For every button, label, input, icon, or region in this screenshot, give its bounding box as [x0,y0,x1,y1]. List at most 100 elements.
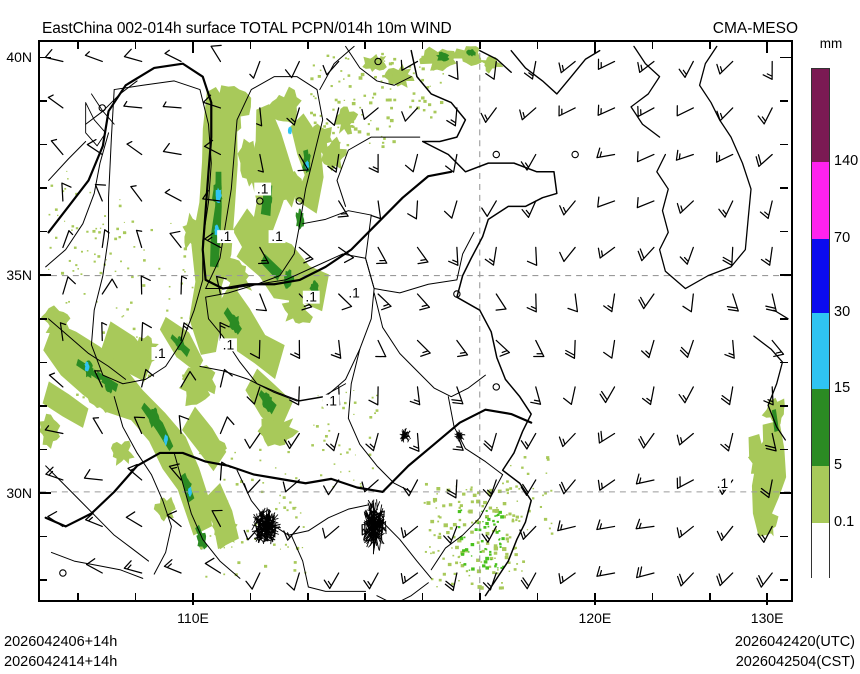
colorbar-tick-30: 30 [834,304,851,320]
x-tick-top [192,41,194,53]
x-axis-label-120E: 120E [578,610,612,626]
page-title: EastChina 002-014h surface TOTAL PCPN/01… [42,20,452,37]
x-tick-top [77,41,79,49]
y-tick-right [780,187,788,189]
contour-label-bg [322,394,340,408]
footer-init-time-utc: 2026042406+14h [4,634,118,650]
x-tick-top [594,41,596,53]
colorbar-tick-70: 70 [834,230,851,246]
gridlines [40,42,791,600]
y-tick [39,535,47,538]
precip-speckle [48,51,554,590]
y-tick-right [780,405,788,407]
y-tick-right [780,56,792,59]
y-tick-right [780,579,788,581]
colorbar-tick-140: 140 [834,153,859,169]
contour-label-bg [345,286,363,300]
x-tick-top [134,41,137,49]
x-tick-top [651,41,654,49]
x-tick [536,593,539,601]
y-tick [39,100,47,102]
map-canvas: .1 .1 .1 .1 .1 .1 .1 .1 .1 [40,42,791,600]
colorbar-band-0.1-5 [812,466,829,523]
y-tick-right [780,143,788,146]
map-boundaries [44,45,789,600]
x-tick-top [708,41,711,49]
x-tick [364,593,367,601]
contour-label-value: .1 [717,475,729,491]
y-tick-right [780,274,792,277]
x-tick-top [766,41,768,53]
y-tick [39,274,51,277]
y-tick [39,405,47,407]
colorbar-band-15-30 [812,313,829,389]
footer-init-time-cst: 2026042414+14h [4,654,118,670]
x-tick [479,593,481,601]
x-axis-label-130E: 130E [750,610,784,626]
y-tick-right [780,361,788,364]
x-tick-top [479,41,481,49]
x-tick [708,593,711,601]
x-tick-top [421,41,424,49]
colorbar-unit-label: mm [819,36,843,51]
y-tick [39,187,47,189]
wind-barbs [44,44,785,592]
contour-label-value: .1 [305,289,317,305]
y-tick-right [780,448,788,451]
x-tick-top [307,41,309,49]
x-tick [421,593,424,601]
y-tick-right [780,318,788,320]
contour-label-bg [714,476,731,490]
y-tick-right [780,230,788,233]
y-tick-right [780,535,788,538]
footer-valid-time-cst: 2026042504(CST) [735,654,855,670]
y-tick [39,318,47,320]
colorbar[interactable] [811,68,830,579]
x-tick-top [249,41,252,49]
colorbar-tick-5: 5 [834,457,843,473]
colorbar-band-below-0.1 [812,523,829,579]
contour-label-value: .1 [257,181,269,197]
x-tick [651,593,654,601]
y-tick [39,579,47,581]
y-tick [39,361,47,364]
model-label: CMA-MESO [712,20,798,37]
contour-label-bg [268,230,286,244]
y-axis-label-30N: 30N [6,485,32,502]
contour-label-value: .1 [223,336,235,352]
y-tick [39,56,51,59]
lakes [251,427,466,555]
y-tick [39,143,47,146]
map-plot-area[interactable]: .1 .1 .1 .1 .1 .1 .1 .1 .1 [38,40,793,602]
footer-valid-time-utc: 2026042420(UTC) [734,634,855,650]
x-tick [249,593,252,601]
contour-label-value: .1 [325,393,337,409]
x-axis-label-110E: 110E [177,610,209,626]
precip-fill [40,46,787,550]
y-axis-label-40N: 40N [6,49,32,66]
contour-label-value: .1 [154,345,166,361]
contour-label-bg [302,290,320,304]
colorbar-band-30-70 [812,239,829,313]
x-tick [766,593,768,605]
contour-label-value: .1 [220,228,232,244]
contour-label-bg [220,338,237,352]
y-tick-right [780,492,792,494]
colorbar-tick-15: 15 [834,380,851,396]
colorbar-band-5-15 [812,389,829,466]
contour-label-bg [217,230,235,244]
x-tick [134,593,137,601]
x-tick-top [364,41,367,49]
y-tick [39,230,47,233]
x-tick [192,593,194,605]
colorbar-band-70-140 [812,162,829,239]
x-tick [77,593,79,601]
y-tick [39,448,47,451]
y-axis-label-35N: 35N [6,267,32,284]
y-tick [39,492,51,494]
x-tick-top [536,41,539,49]
contour-label-value: .1 [348,284,360,300]
x-tick [307,593,309,601]
colorbar-band-above-140 [812,69,829,162]
colorbar-tick-0.1: 0.1 [834,514,855,530]
